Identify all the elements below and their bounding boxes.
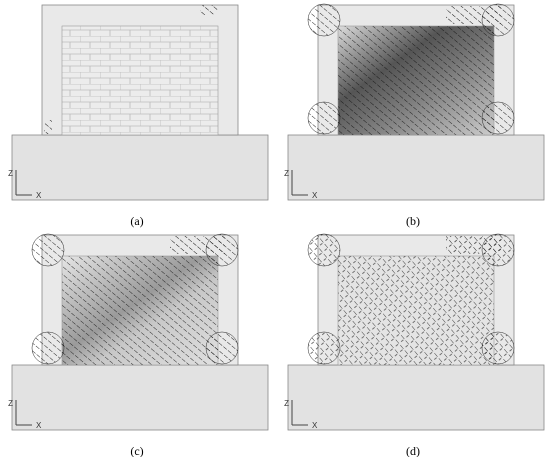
corner-cracks <box>481 331 515 365</box>
corner-cracks <box>481 101 515 135</box>
panel: Z X (d) <box>284 233 545 457</box>
crack-pattern <box>338 256 494 365</box>
panel-caption: (b) <box>406 214 420 228</box>
axis-label: Z <box>8 169 13 178</box>
panel: Z X (b) <box>284 3 545 228</box>
beam-cracks <box>446 6 501 24</box>
corner-cracks <box>44 120 52 134</box>
corner-cracks <box>307 101 341 135</box>
foundation <box>11 134 269 201</box>
corner-cracks <box>200 5 218 15</box>
corner-cracks <box>307 233 341 267</box>
corner-cracks <box>31 233 65 267</box>
panel-caption: (c) <box>130 444 143 457</box>
panel-caption: (a) <box>130 214 143 228</box>
infill <box>61 25 219 136</box>
panel: Z X (c) <box>8 233 269 457</box>
panel: Z X (a) <box>8 4 269 228</box>
corner-cracks <box>205 331 239 365</box>
foundation <box>11 364 269 431</box>
axis-label: X <box>312 191 318 200</box>
crack-pattern <box>338 26 494 135</box>
foundation <box>287 134 545 201</box>
axis-label: X <box>312 421 318 430</box>
beam-cracks <box>170 236 225 254</box>
foundation <box>287 364 545 431</box>
axis-label: Z <box>8 399 13 408</box>
axis-label: X <box>36 421 42 430</box>
corner-cracks <box>307 3 341 37</box>
beam-cracks <box>446 236 501 254</box>
axis-label: X <box>36 191 42 200</box>
corner-cracks <box>307 331 341 365</box>
panel-caption: (d) <box>406 444 420 457</box>
axis-label: Z <box>284 169 289 178</box>
axis-label: Z <box>284 399 289 408</box>
corner-cracks <box>31 331 65 365</box>
crack-pattern <box>62 256 218 365</box>
